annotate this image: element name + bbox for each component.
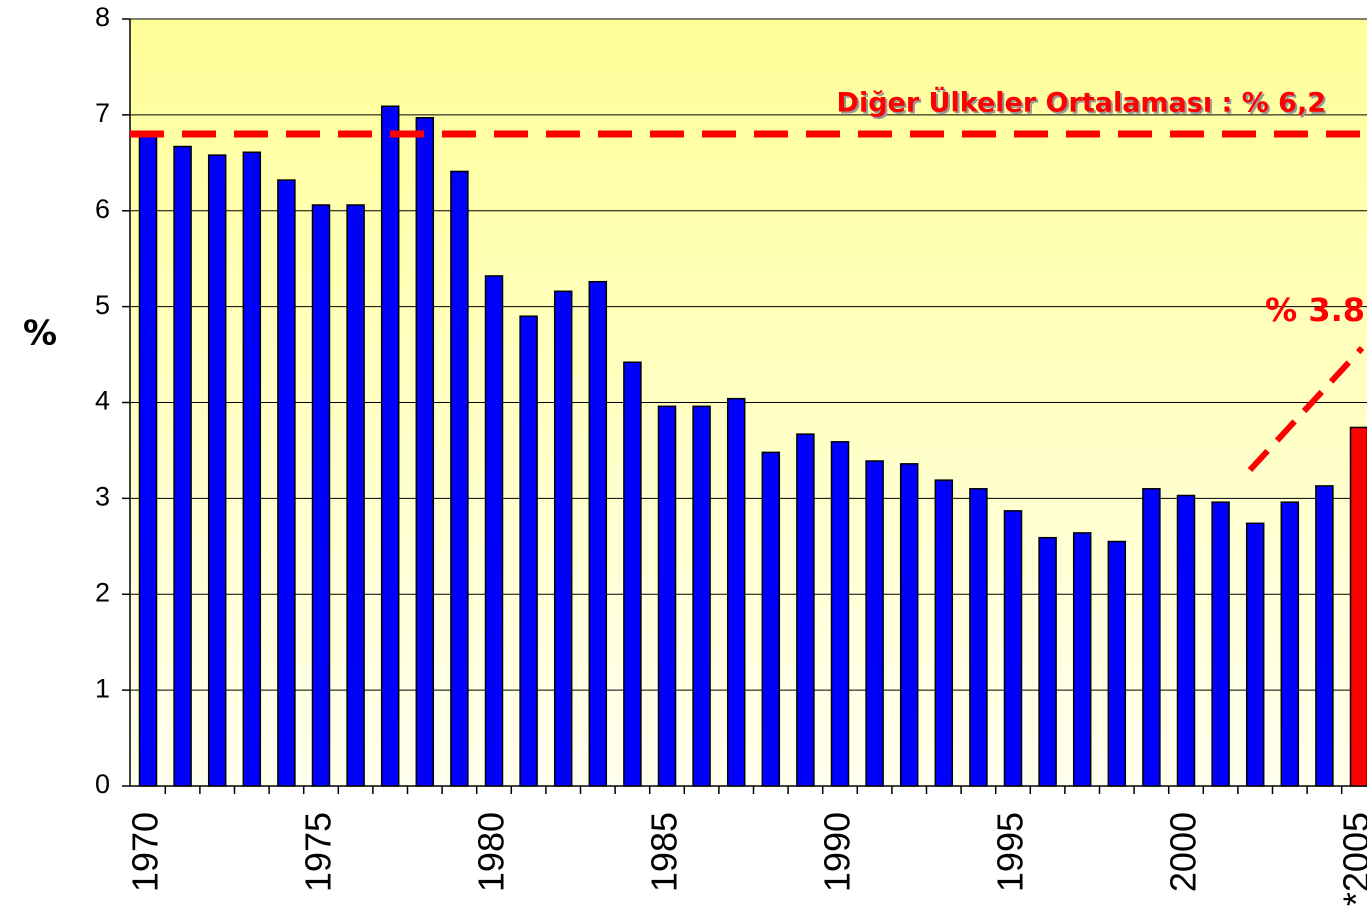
bar [311, 204, 331, 787]
bar [1211, 501, 1230, 787]
bar [1315, 485, 1334, 787]
bar [277, 179, 296, 787]
bar [761, 451, 781, 787]
bar [1038, 536, 1057, 787]
bar [588, 280, 608, 787]
bar [1349, 426, 1367, 787]
bar [692, 405, 711, 787]
bar [1245, 522, 1265, 787]
bar [138, 133, 158, 787]
bar [346, 204, 365, 787]
x-tick-label: 1985 [644, 812, 685, 892]
bar [726, 397, 746, 787]
bar [242, 151, 262, 787]
x-tick-label: 2000 [1163, 812, 1204, 892]
x-tick-label: 1975 [298, 812, 339, 892]
y-axis-label: % [23, 314, 57, 354]
annotation-arrow [1247, 345, 1365, 473]
x-tick-label: 1970 [125, 812, 166, 892]
bar [934, 479, 954, 787]
reference-label: Diğer Ülkeler Ortalaması : % 6,2 [837, 86, 1326, 119]
bar [415, 117, 435, 787]
y-tick-label: 1 [95, 673, 110, 703]
x-tick-label: 1990 [817, 812, 858, 892]
bar [484, 275, 504, 787]
bar [553, 290, 573, 787]
bar [1107, 540, 1127, 787]
bar [380, 105, 400, 787]
bar [1072, 532, 1092, 787]
bar [657, 405, 677, 787]
y-tick-label: 4 [95, 386, 110, 416]
y-tick-label: 7 [95, 98, 110, 128]
bar [623, 361, 642, 787]
bar [969, 488, 988, 787]
y-tick-label: 8 [95, 2, 110, 32]
y-tick-label: 5 [95, 290, 110, 320]
x-tick-label: *2005 [1336, 812, 1367, 906]
x-tick-label: 1980 [471, 812, 512, 892]
bar [830, 441, 850, 787]
bar [1176, 494, 1196, 787]
y-tick-label: 0 [95, 769, 110, 799]
bar [1280, 501, 1300, 787]
y-tick-label: 3 [95, 482, 110, 512]
annotation: % 3.8 [1265, 291, 1365, 329]
bar [519, 315, 538, 787]
bar [899, 463, 919, 787]
reference-label-shadow: Diğer Ülkeler Ortalaması : % 6,2 [839, 88, 1328, 121]
bar [450, 170, 469, 787]
bar [207, 154, 227, 787]
y-tick-label: 6 [95, 194, 110, 224]
bar [796, 433, 815, 787]
y-tick-label: 2 [95, 577, 110, 607]
bar [173, 145, 192, 787]
bar [865, 460, 884, 787]
x-tick-label: 1995 [990, 812, 1031, 892]
bar [1003, 510, 1023, 787]
bar [1142, 488, 1161, 787]
